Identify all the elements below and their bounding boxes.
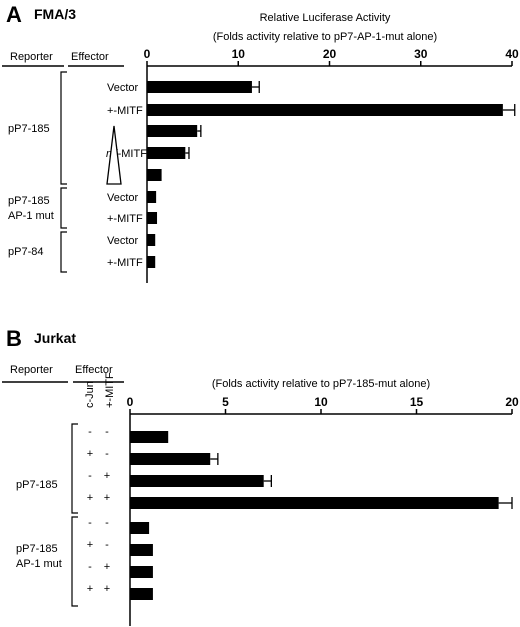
panel-b-bar	[130, 453, 211, 465]
panel-a-bar	[147, 234, 156, 246]
panel-b-mitf-sign: -	[105, 517, 109, 529]
panel-a-bar	[147, 147, 186, 159]
panel-a-title: FMA/3	[34, 6, 76, 22]
panel-b-reporter-label: pP7-185	[16, 543, 58, 555]
panel-a-dose-wedge	[106, 125, 122, 185]
panel-b-title: Jurkat	[34, 330, 76, 346]
panel-a-group-bracket	[60, 187, 67, 229]
panel-a-group-bracket	[60, 231, 67, 273]
panel-a-effector-label: +-MITF	[107, 213, 143, 225]
panel-b-cjun-sign: +	[87, 539, 93, 551]
panel-a-effector-label: Vector	[107, 192, 139, 204]
panel-a-tick-label: 0	[144, 47, 151, 61]
panel-a-reporter-label: AP-1 mut	[8, 210, 54, 222]
panel-b-mitf-sign: +	[104, 561, 110, 573]
panel-b-mitf-sign: +	[104, 470, 110, 482]
panel-a-effector-header: Effector	[71, 51, 109, 63]
panel-b-tick-label: 20	[505, 395, 519, 409]
panel-a-effector-label: Vector	[107, 235, 139, 247]
panel-a-bar	[147, 125, 198, 137]
panel-b-mitf-sign: -	[105, 426, 109, 438]
panel-b-mitf-sign: +	[104, 492, 110, 504]
panel-b-bar	[130, 566, 153, 578]
panel-a-reporter-label: pP7-185	[8, 195, 50, 207]
panel-b-bar	[130, 588, 153, 600]
panel-a-axis-title: Relative Luciferase Activity	[260, 12, 391, 24]
panel-a-tick-label: 30	[414, 47, 428, 61]
panel-a-bar	[147, 191, 157, 203]
panel-a-bar	[147, 256, 156, 268]
panel-b-reporter-label: pP7-185	[16, 479, 58, 491]
panel-b-mitf-column: +-MITF	[104, 372, 116, 408]
panel-b-cjun-sign: +	[87, 492, 93, 504]
panel-b-bars	[130, 431, 513, 600]
panel-b-axis-subtitle: (Folds activity relative to pP7-185-mut …	[212, 378, 430, 390]
panel-a-reporter-label: pP7-185	[8, 123, 50, 135]
panel-b-reporter-header: Reporter	[10, 364, 53, 376]
panel-a-tick-label: 10	[232, 47, 246, 61]
panel-b-cjun-sign: -	[88, 426, 92, 438]
panel-b-group-bracket	[71, 516, 78, 607]
panel-a-bar	[147, 104, 503, 116]
panel-a-labels: Vector+-MITFVector+-MITFVector+-MITFmi-M…	[8, 71, 147, 273]
panel-a-effector-label: +-MITF	[107, 257, 143, 269]
panel-b-tick-label: 15	[410, 395, 424, 409]
panel-a-bar	[147, 212, 158, 224]
panel-b-effector-header: Effector	[75, 364, 113, 376]
panel-b-letter: B	[6, 326, 22, 351]
panel-a-reporter-label: pP7-84	[8, 246, 43, 258]
panel-a-group-bracket	[60, 71, 67, 185]
panel-a-tick-label: 40	[505, 47, 519, 61]
panel-b-cjun-sign: -	[88, 470, 92, 482]
panel-b-bar	[130, 475, 264, 487]
panel-a-bar	[147, 169, 162, 181]
panel-a-effector-label: +-MITF	[107, 105, 143, 117]
panel-a-reporter-header: Reporter	[10, 51, 53, 63]
panel-b-mitf-sign: -	[105, 539, 109, 551]
panel-b-cjun-sign: +	[87, 448, 93, 460]
panel-b-tick-label: 5	[222, 395, 229, 409]
panel-a-letter: A	[6, 2, 22, 27]
panel-b-bar	[130, 497, 499, 509]
panel-b-mitf-sign: +	[104, 583, 110, 595]
panel-b-tick-label: 10	[314, 395, 328, 409]
panel-a-axis: 0 10 20 30 40	[144, 47, 519, 283]
panel-b-cjun-column: c-Jun	[84, 381, 96, 408]
panel-b-bar	[130, 544, 153, 556]
panel-a-bar	[147, 81, 252, 93]
panel-b-tick-label: 0	[127, 395, 134, 409]
panel-b-cjun-sign: -	[88, 561, 92, 573]
panel-b-reporter-label: AP-1 mut	[16, 558, 62, 570]
panel-b-cjun-sign: +	[87, 583, 93, 595]
panel-b-bar	[130, 431, 169, 443]
panel-b-mitf-sign: -	[105, 448, 109, 460]
panel-b-bar	[130, 522, 150, 534]
panel-a-bars	[147, 81, 516, 268]
panel-a-effector-label: Vector	[107, 82, 139, 94]
panel-a-tick-label: 20	[323, 47, 337, 61]
panel-b-cjun-sign: -	[88, 517, 92, 529]
panel-b-axis: 0 5 10 15 20	[127, 395, 519, 626]
panel-a-axis-subtitle: (Folds activity relative to pP7-AP-1-mut…	[213, 31, 437, 43]
panel-b-group-bracket	[71, 423, 78, 514]
